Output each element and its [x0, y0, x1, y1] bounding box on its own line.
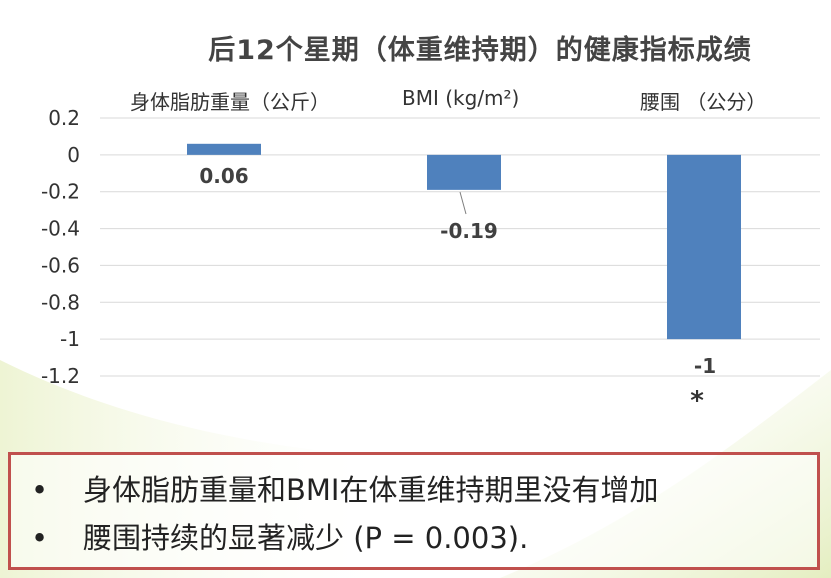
- data-label-3: -1: [694, 354, 716, 378]
- significance-mark: *: [690, 386, 704, 416]
- summary-box: • 身体脂肪重量和BMI在体重维持期里没有增加 • 腰围持续的显著减少 (P = 0…: [8, 452, 820, 570]
- bar-1: [187, 143, 261, 155]
- summary-text-2: 腰围持续的显著减少 (P = 0.003).: [83, 521, 529, 555]
- y-tick-label: -0.8: [41, 290, 80, 314]
- data-label-1: 0.06: [199, 164, 248, 188]
- y-tick-label: -1: [60, 327, 80, 351]
- summary-line-1: • 身体脂肪重量和BMI在体重维持期里没有增加: [31, 467, 658, 509]
- category-label-body-fat: 身体脂肪重量（公斤）: [130, 90, 330, 114]
- bullet-icon: •: [31, 521, 49, 555]
- data-label-2: -0.19: [440, 219, 498, 243]
- y-tick-label: -0.4: [41, 217, 80, 241]
- data-label-leader-line: [459, 191, 467, 215]
- y-tick-label: -0.6: [41, 253, 80, 277]
- bar-3: [667, 154, 741, 340]
- category-label-bmi: BMI (kg/m²): [402, 86, 520, 110]
- bar-2: [427, 154, 501, 190]
- y-tick-label: -1.2: [41, 364, 80, 388]
- y-tick-label: 0.2: [48, 106, 80, 130]
- chart-title: 后12个星期（体重维持期）的健康指标成绩: [208, 35, 752, 66]
- bullet-icon: •: [31, 473, 49, 507]
- y-tick-label: -0.2: [41, 180, 80, 204]
- summary-text-1: 身体脂肪重量和BMI在体重维持期里没有增加: [83, 473, 659, 507]
- summary-line-2: • 腰围持续的显著减少 (P = 0.003).: [31, 515, 528, 557]
- y-tick-label: 0: [67, 143, 80, 167]
- category-label-waist: 腰围 （公分）: [640, 90, 767, 114]
